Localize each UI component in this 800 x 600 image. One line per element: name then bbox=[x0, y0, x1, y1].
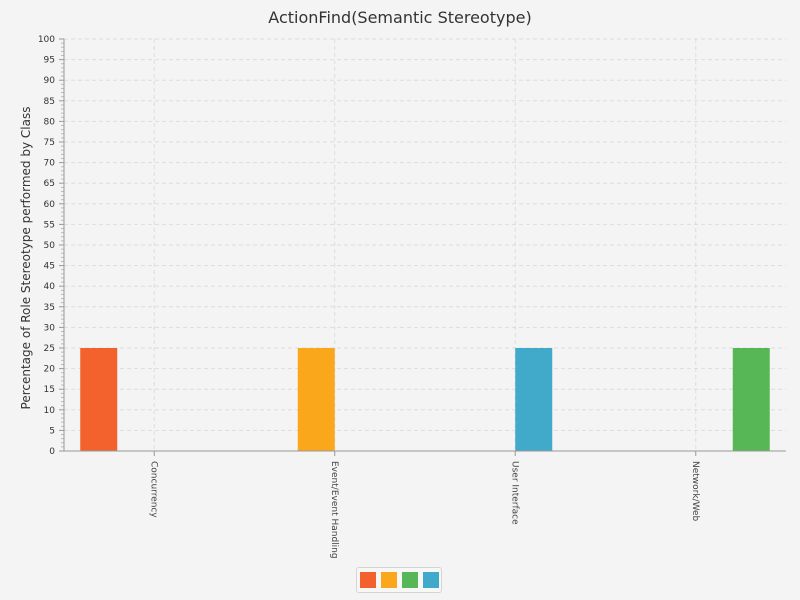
y-axis-label: Percentage of Role Stereotype performed … bbox=[19, 107, 33, 410]
legend-swatch bbox=[380, 572, 397, 588]
y-tick-label: 60 bbox=[44, 200, 56, 210]
y-tick-label: 65 bbox=[44, 179, 55, 189]
x-tick-label: Network/Web bbox=[690, 461, 700, 522]
bars bbox=[80, 348, 770, 451]
chart-title: ActionFind(Semantic Stereotype) bbox=[268, 8, 531, 27]
y-tick-label: 15 bbox=[44, 385, 55, 395]
legend-swatch bbox=[422, 572, 439, 588]
y-tick-label: 10 bbox=[44, 406, 56, 416]
x-tick-label: Event/Event Handling bbox=[329, 461, 339, 559]
x-tick-label: Concurrency bbox=[148, 461, 158, 518]
y-tick-label: 85 bbox=[44, 97, 55, 107]
bar[interactable] bbox=[297, 348, 335, 451]
y-tick-label: 25 bbox=[44, 344, 55, 354]
y-tick-label: 30 bbox=[44, 323, 56, 333]
y-tick-label: 50 bbox=[44, 241, 56, 251]
y-tick-label: 80 bbox=[44, 117, 56, 127]
y-tick-label: 75 bbox=[44, 138, 55, 148]
x-tick-label: User Interface bbox=[509, 461, 519, 525]
y-tick-label: 45 bbox=[44, 262, 55, 272]
bar[interactable] bbox=[515, 348, 553, 451]
y-tick-labels: 0 5 10 15 20 25 30 35 40 45 50 55 60 65 70 75 80 85 90 95 10… bbox=[38, 35, 55, 457]
y-tick-label: 0 bbox=[49, 447, 55, 457]
y-tick-label: 95 bbox=[44, 56, 55, 66]
y-tick-label: 20 bbox=[44, 365, 56, 375]
y-tick-label: 5 bbox=[49, 426, 55, 436]
bar[interactable] bbox=[732, 348, 770, 451]
gridlines bbox=[64, 38, 786, 451]
legend-swatch bbox=[359, 572, 376, 588]
y-tick-label: 70 bbox=[44, 159, 56, 169]
y-tick-label: 90 bbox=[44, 76, 56, 86]
y-tick-label: 55 bbox=[44, 220, 55, 230]
y-tick-label: 35 bbox=[44, 303, 55, 313]
x-tick-labels: Concurrency Event/Event Handling User Inte… bbox=[148, 461, 700, 559]
bar[interactable] bbox=[80, 348, 118, 451]
y-tick-label: 40 bbox=[44, 282, 56, 292]
legend-swatch bbox=[401, 572, 418, 588]
axes bbox=[59, 38, 786, 456]
legend bbox=[356, 567, 442, 593]
y-tick-label: 100 bbox=[38, 35, 55, 45]
